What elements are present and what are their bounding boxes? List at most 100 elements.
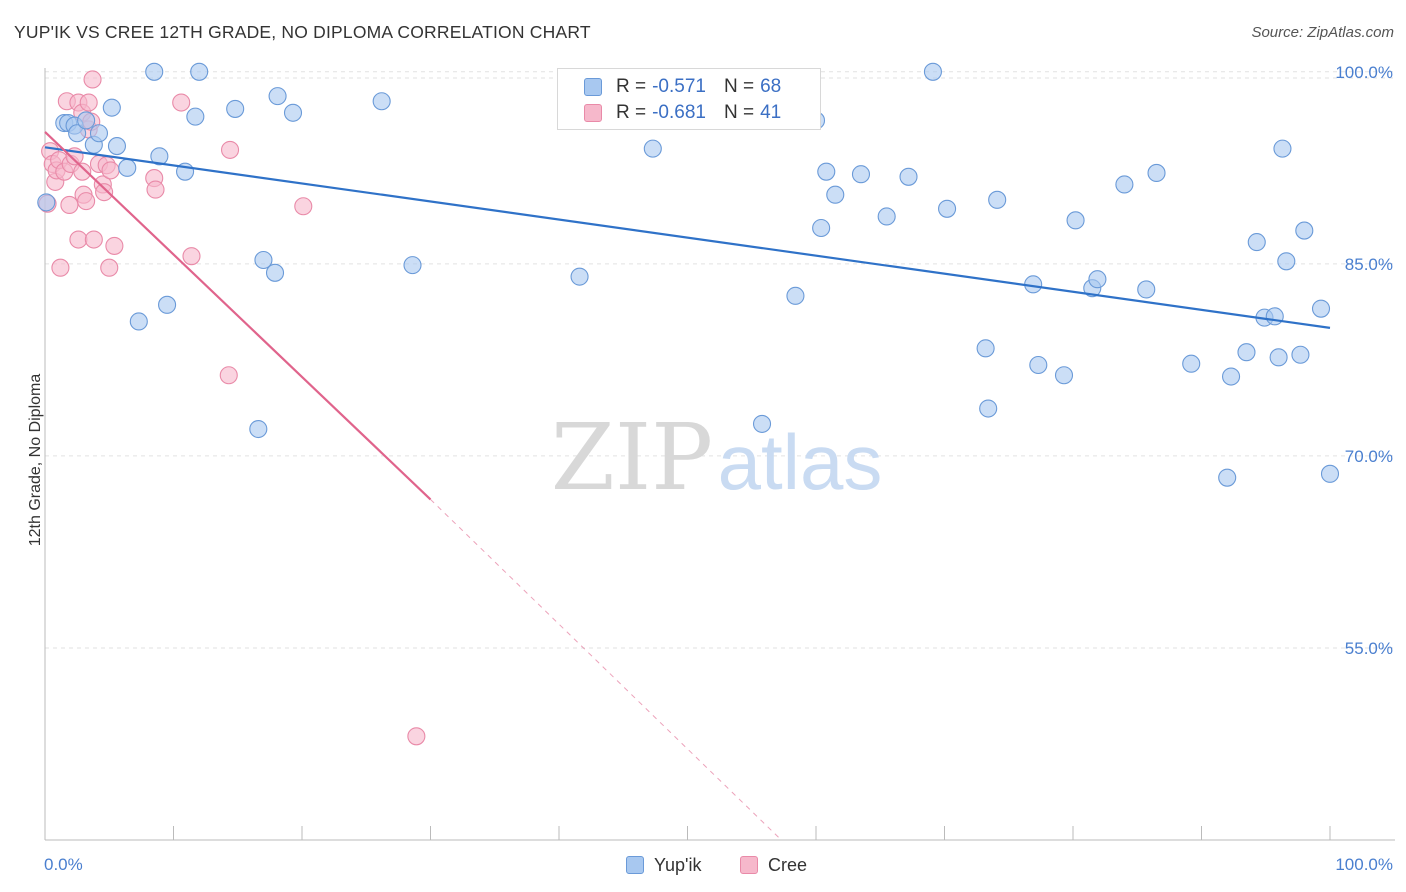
yupik-point (89, 124, 109, 143)
cree-point (407, 727, 426, 746)
yupik-point (77, 111, 96, 130)
cree-point (182, 247, 201, 266)
yupik-point (812, 218, 831, 238)
yupik-point (1029, 355, 1048, 375)
yupik-point (786, 286, 805, 305)
bottom-legend-swatch-yupik (626, 856, 644, 874)
yupik-point (37, 193, 56, 212)
yupik-point (150, 147, 169, 166)
cree-point (294, 197, 313, 216)
x-tick-label-min: 0.0% (44, 855, 83, 874)
watermark: ZIP atlas (551, 404, 882, 511)
cree-point (84, 230, 103, 249)
yupik-point (372, 92, 391, 111)
source-label: Source: ZipAtlas.com (1251, 24, 1394, 41)
yupik-point (1182, 354, 1201, 373)
cree-point (100, 258, 119, 277)
y-tick-label: 100.0% (1335, 63, 1393, 82)
trend-lines (44, 131, 1331, 841)
series-cree-points (38, 70, 426, 746)
bottom-legend-label-cree: Cree (768, 854, 808, 875)
yupik-trend-line (44, 146, 1331, 329)
legend-cree-n: 41 (760, 102, 782, 123)
yupik-point (129, 312, 148, 331)
legend-row-cree: R = -0.681 N = 41 (584, 101, 781, 125)
yupik-point (1147, 163, 1166, 182)
yupik-point (268, 87, 287, 106)
yupik-point (107, 137, 127, 156)
y-tick-label: 85.0% (1345, 255, 1393, 274)
yupik-point (938, 199, 957, 218)
yupik-point (1320, 464, 1340, 483)
chart-title: YUP'IK VS CREE 12TH GRADE, NO DIPLOMA CO… (14, 22, 591, 42)
yupik-point (265, 263, 285, 282)
cree-point (172, 93, 191, 112)
yupik-point (102, 98, 121, 117)
yupik-point (923, 62, 942, 81)
yupik-point (752, 414, 772, 433)
yupik-point (877, 207, 896, 226)
legend: R = -0.571 N = 68 R = -0.681 N = 41 (557, 68, 821, 130)
cree-point (51, 258, 70, 277)
y-tick-label: 55.0% (1345, 639, 1393, 658)
yupik-point (1115, 175, 1134, 194)
cree-point (101, 161, 120, 180)
yupik-point (158, 295, 177, 314)
cree-point (146, 180, 165, 199)
yupik-point (1054, 366, 1074, 385)
yupik-point (1218, 468, 1237, 487)
yupik-point (1265, 307, 1284, 326)
yupik-point (145, 62, 164, 81)
yupik-point (254, 250, 273, 270)
legend-r-label: R = (616, 76, 647, 97)
yupik-point (283, 103, 303, 122)
yupik-point (118, 158, 137, 177)
yupik-point (1273, 139, 1292, 158)
cree-point (79, 93, 98, 112)
cree-point (69, 230, 88, 249)
y-tick-label: 70.0% (1345, 447, 1393, 466)
legend-swatch-yupik (584, 78, 602, 96)
yupik-point (976, 339, 995, 358)
cree-point (60, 195, 79, 215)
tick-labels: 100.0% 85.0% 70.0% 55.0% 0.0% 100.0% (44, 63, 1393, 874)
yupik-point (643, 139, 662, 158)
yupik-point (1291, 345, 1310, 364)
cree-trend-line (44, 131, 432, 501)
yupik-point (979, 399, 998, 418)
yupik-point (1066, 211, 1085, 230)
legend-cree-r: -0.681 (652, 102, 706, 123)
yupik-point (249, 419, 268, 439)
yupik-point (226, 99, 245, 118)
yupik-point (1137, 280, 1156, 299)
yupik-point (851, 165, 871, 184)
bottom-legend-label-yupik: Yup'ik (654, 854, 702, 875)
cree-point (105, 236, 124, 255)
cree-trend-extension (430, 499, 782, 841)
yupik-point (570, 267, 589, 286)
yupik-point (190, 62, 209, 81)
bottom-legend-yupik: Yup'ik (626, 852, 701, 878)
yupik-point (899, 167, 918, 186)
yupik-point (1237, 343, 1256, 362)
yupik-point (826, 185, 845, 204)
legend-swatch-cree (584, 104, 602, 122)
legend-n-label: N = (723, 102, 755, 123)
cree-point (83, 70, 102, 89)
cree-point (219, 366, 238, 385)
cree-point (77, 192, 96, 211)
yupik-point (186, 107, 205, 126)
x-tick-label-max: 100.0% (1335, 855, 1393, 874)
legend-n-label: N = (723, 76, 755, 97)
legend-row-yupik: R = -0.571 N = 68 (584, 75, 781, 99)
yupik-point (1311, 299, 1331, 318)
yupik-point (1247, 233, 1266, 252)
yupik-point (988, 190, 1007, 209)
legend-r-label: R = (616, 102, 647, 123)
watermark-zip: ZIP (551, 404, 713, 511)
yupik-point (68, 124, 87, 143)
watermark-atlas: atlas (718, 418, 883, 506)
bottom-legend-cree: Cree (740, 852, 807, 878)
yupik-point (1222, 367, 1241, 386)
